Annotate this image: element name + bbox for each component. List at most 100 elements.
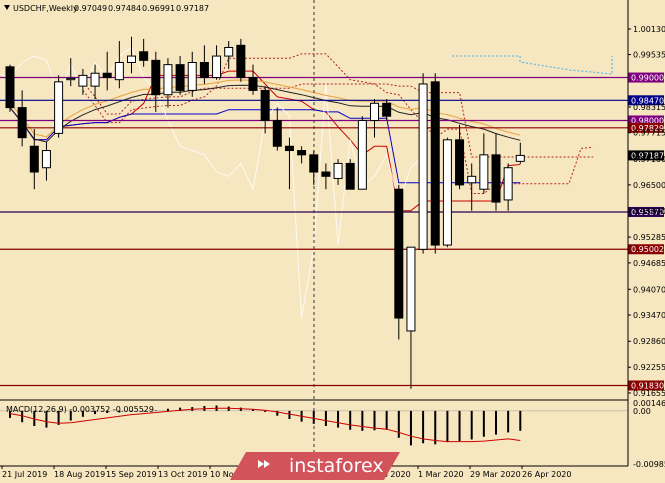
chart-symbol: USDCHF,Weekly xyxy=(13,4,78,13)
price-tick-label: 0.99535 xyxy=(633,51,665,60)
date-tick-label: 21 Jul 2019 xyxy=(2,470,47,479)
candle-body xyxy=(491,154,501,203)
candles xyxy=(5,36,525,389)
candle-body xyxy=(370,102,379,121)
candle-body xyxy=(151,59,161,96)
date-tick-label: 13 Oct 2019 xyxy=(158,470,207,479)
level-tag xyxy=(628,122,664,133)
macd-label: MACD(12,26,9) -0.003752 -0.005529 xyxy=(6,405,154,414)
price-tick-label: 0.97100 xyxy=(633,155,665,164)
dropdown-triangle-icon[interactable] xyxy=(4,5,10,10)
level-tag-label: 0.98470 xyxy=(631,96,664,105)
candle-body xyxy=(212,55,222,79)
candle-body xyxy=(321,171,331,177)
price-tick-label: 0.97715 xyxy=(633,129,665,138)
level-tag xyxy=(628,150,664,161)
candle-body xyxy=(224,46,234,57)
candle-body xyxy=(114,62,124,81)
candle-body xyxy=(479,154,489,190)
candle-body xyxy=(5,66,15,109)
cloud-upper-band xyxy=(452,55,613,75)
macd-tick-label: -0.00985 xyxy=(633,460,665,469)
macd-axis: 0.0014640.00 -0.00985 xyxy=(633,399,665,469)
price-tick-label: 0.92255 xyxy=(633,363,665,372)
price-tick-label: 0.93470 xyxy=(633,311,665,320)
candle-body xyxy=(199,62,209,79)
date-tick-label: 2 Feb 2020 xyxy=(366,470,411,479)
candle-body xyxy=(382,102,392,117)
level-tag-label: 0.95870 xyxy=(631,208,664,217)
candle-body xyxy=(467,175,477,184)
watermark-text: instaforex xyxy=(289,455,384,477)
level-tag-label: 0.91830 xyxy=(631,381,664,390)
price-tick-label: 0.94070 xyxy=(633,285,665,294)
candle-body xyxy=(102,72,112,79)
candle-body xyxy=(394,188,404,319)
price-tick-label: 0.94685 xyxy=(633,259,665,268)
candle-body xyxy=(297,150,307,156)
macd-signal-line xyxy=(9,407,521,443)
candle-body xyxy=(248,77,258,91)
candle-body xyxy=(284,145,294,152)
candle-body xyxy=(406,246,416,332)
price-tick-label: 0.95890 xyxy=(633,207,665,216)
candle-body xyxy=(345,162,355,190)
date-tick-label: 15 Sep 2019 xyxy=(106,470,157,479)
high-value: 0.97484 xyxy=(108,4,141,13)
candle-body xyxy=(418,83,428,250)
candle-body xyxy=(78,74,88,87)
candle-body xyxy=(515,154,525,162)
candle-body xyxy=(90,72,100,87)
price-tick-label: 0.91655 xyxy=(633,389,665,398)
level-tag-label: 0.97829 xyxy=(631,124,664,133)
candle-body xyxy=(272,119,282,147)
candle-body xyxy=(175,64,185,91)
date-tick-label: 1 Mar 2020 xyxy=(418,470,464,479)
candle-body xyxy=(357,119,367,190)
candle-body xyxy=(309,154,319,173)
date-tick-label: 18 Aug 2019 xyxy=(54,470,105,479)
level-tag xyxy=(628,72,664,83)
close-value: 0.97187 xyxy=(176,4,209,13)
candle-body xyxy=(66,77,76,81)
cloud-span-b xyxy=(82,81,594,158)
candle-body xyxy=(187,62,197,91)
candle-body xyxy=(333,162,343,179)
open-value: 0.97049 xyxy=(74,4,107,13)
candle-body xyxy=(29,145,39,173)
candle-body xyxy=(17,107,27,139)
level-tag-label: 0.98000 xyxy=(631,116,664,125)
candle-body xyxy=(236,44,246,79)
price-tick-label: 0.96500 xyxy=(633,181,665,190)
instaforex-logo-icon xyxy=(258,460,270,468)
candle-body xyxy=(54,81,64,134)
candle-body xyxy=(127,55,136,64)
date-tick-label: 26 Apr 2020 xyxy=(522,470,571,479)
candle-body xyxy=(503,167,513,201)
low-value: 0.96991 xyxy=(142,4,175,13)
level-tag-label: 0.95002 xyxy=(631,245,664,254)
price-axis: 1.00130 0.99535 0.98315 0.97715 0.97100 0.965… xyxy=(628,25,665,398)
candle-body xyxy=(139,51,149,61)
price-tick-label: 0.92860 xyxy=(633,337,665,346)
price-tick-label: 1.00130 xyxy=(633,25,665,34)
candle-body xyxy=(41,150,51,169)
macd-panel xyxy=(0,405,628,446)
candle-body xyxy=(430,81,440,246)
price-tick-label: 0.95285 xyxy=(633,233,665,242)
level-tag-label: 0.97187 xyxy=(631,151,664,160)
macd-tick-label: 0.00 xyxy=(633,407,651,416)
level-tag xyxy=(628,95,664,106)
level-tag xyxy=(628,244,664,255)
level-tag-label: 0.99000 xyxy=(631,74,664,83)
macd-tick-label: 0.001464 xyxy=(633,399,665,408)
price-tick-label: 0.98315 xyxy=(633,103,665,112)
candle-body xyxy=(163,64,173,96)
candle-body xyxy=(455,139,465,186)
date-tick-label: 29 Mar 2020 xyxy=(470,470,521,479)
watermark-banner xyxy=(230,452,400,480)
level-tag xyxy=(628,115,664,126)
